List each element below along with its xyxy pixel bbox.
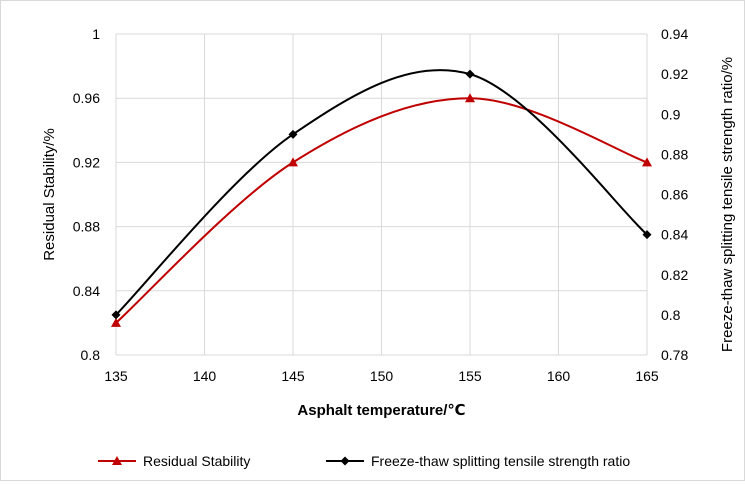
y2-tick-label: 0.9 xyxy=(661,106,681,122)
y-axis-title: Residual Stability/% xyxy=(41,128,58,261)
y2-axis-title: Freeze-thaw splitting tensile strength r… xyxy=(719,57,736,352)
data-point-freeze-thaw xyxy=(111,310,121,320)
x-axis-title: Asphalt temperature/℃ xyxy=(297,402,465,419)
y2-tick-label: 0.92 xyxy=(661,66,688,82)
data-point-freeze-thaw xyxy=(465,69,475,79)
y2-tick-label: 0.94 xyxy=(661,26,688,42)
data-point-residual-stability xyxy=(111,317,121,327)
series xyxy=(111,69,652,327)
legend-marker-diamond xyxy=(340,456,350,466)
y-tick-label: 0.88 xyxy=(73,219,100,235)
y-tick-label: 0.96 xyxy=(73,90,100,106)
y2-tick-label: 0.86 xyxy=(661,187,688,203)
y-tick-label: 0.92 xyxy=(73,154,100,170)
y2-tick-label: 0.84 xyxy=(661,227,688,243)
data-point-residual-stability xyxy=(465,93,475,103)
x-tick-label: 145 xyxy=(281,368,305,384)
y2-tick-label: 0.8 xyxy=(661,307,681,323)
x-tick-label: 165 xyxy=(635,368,659,384)
data-point-residual-stability xyxy=(288,157,298,167)
x-tick-label: 155 xyxy=(458,368,482,384)
x-tick-label: 150 xyxy=(370,368,394,384)
legend-label-freeze-thaw: Freeze-thaw splitting tensile strength r… xyxy=(371,453,630,469)
x-tick-label: 160 xyxy=(547,368,571,384)
x-tick-label: 140 xyxy=(193,368,217,384)
data-point-freeze-thaw xyxy=(642,230,652,240)
y-tick-label: 1 xyxy=(92,26,100,42)
y-tick-label: 0.8 xyxy=(81,347,101,363)
y2-tick-label: 0.78 xyxy=(661,347,688,363)
tick-labels: 135 140 145 150 155 160 165 0.8 0.84 0.88 0.92 0.96… xyxy=(73,26,689,384)
y2-tick-label: 0.88 xyxy=(661,146,688,162)
y2-tick-label: 0.82 xyxy=(661,267,688,283)
legend: Residual Stability Freeze-thaw splitting… xyxy=(98,453,630,469)
x-tick-label: 135 xyxy=(104,368,128,384)
legend-marker-triangle xyxy=(112,456,122,465)
legend-label-residual-stability: Residual Stability xyxy=(143,453,250,469)
series-line-freeze-thaw xyxy=(115,69,648,316)
data-point-freeze-thaw xyxy=(288,129,298,139)
series-line-residual-stability xyxy=(115,97,648,324)
data-point-residual-stability xyxy=(642,157,652,167)
gridlines xyxy=(115,33,648,356)
y-tick-label: 0.84 xyxy=(73,283,100,299)
